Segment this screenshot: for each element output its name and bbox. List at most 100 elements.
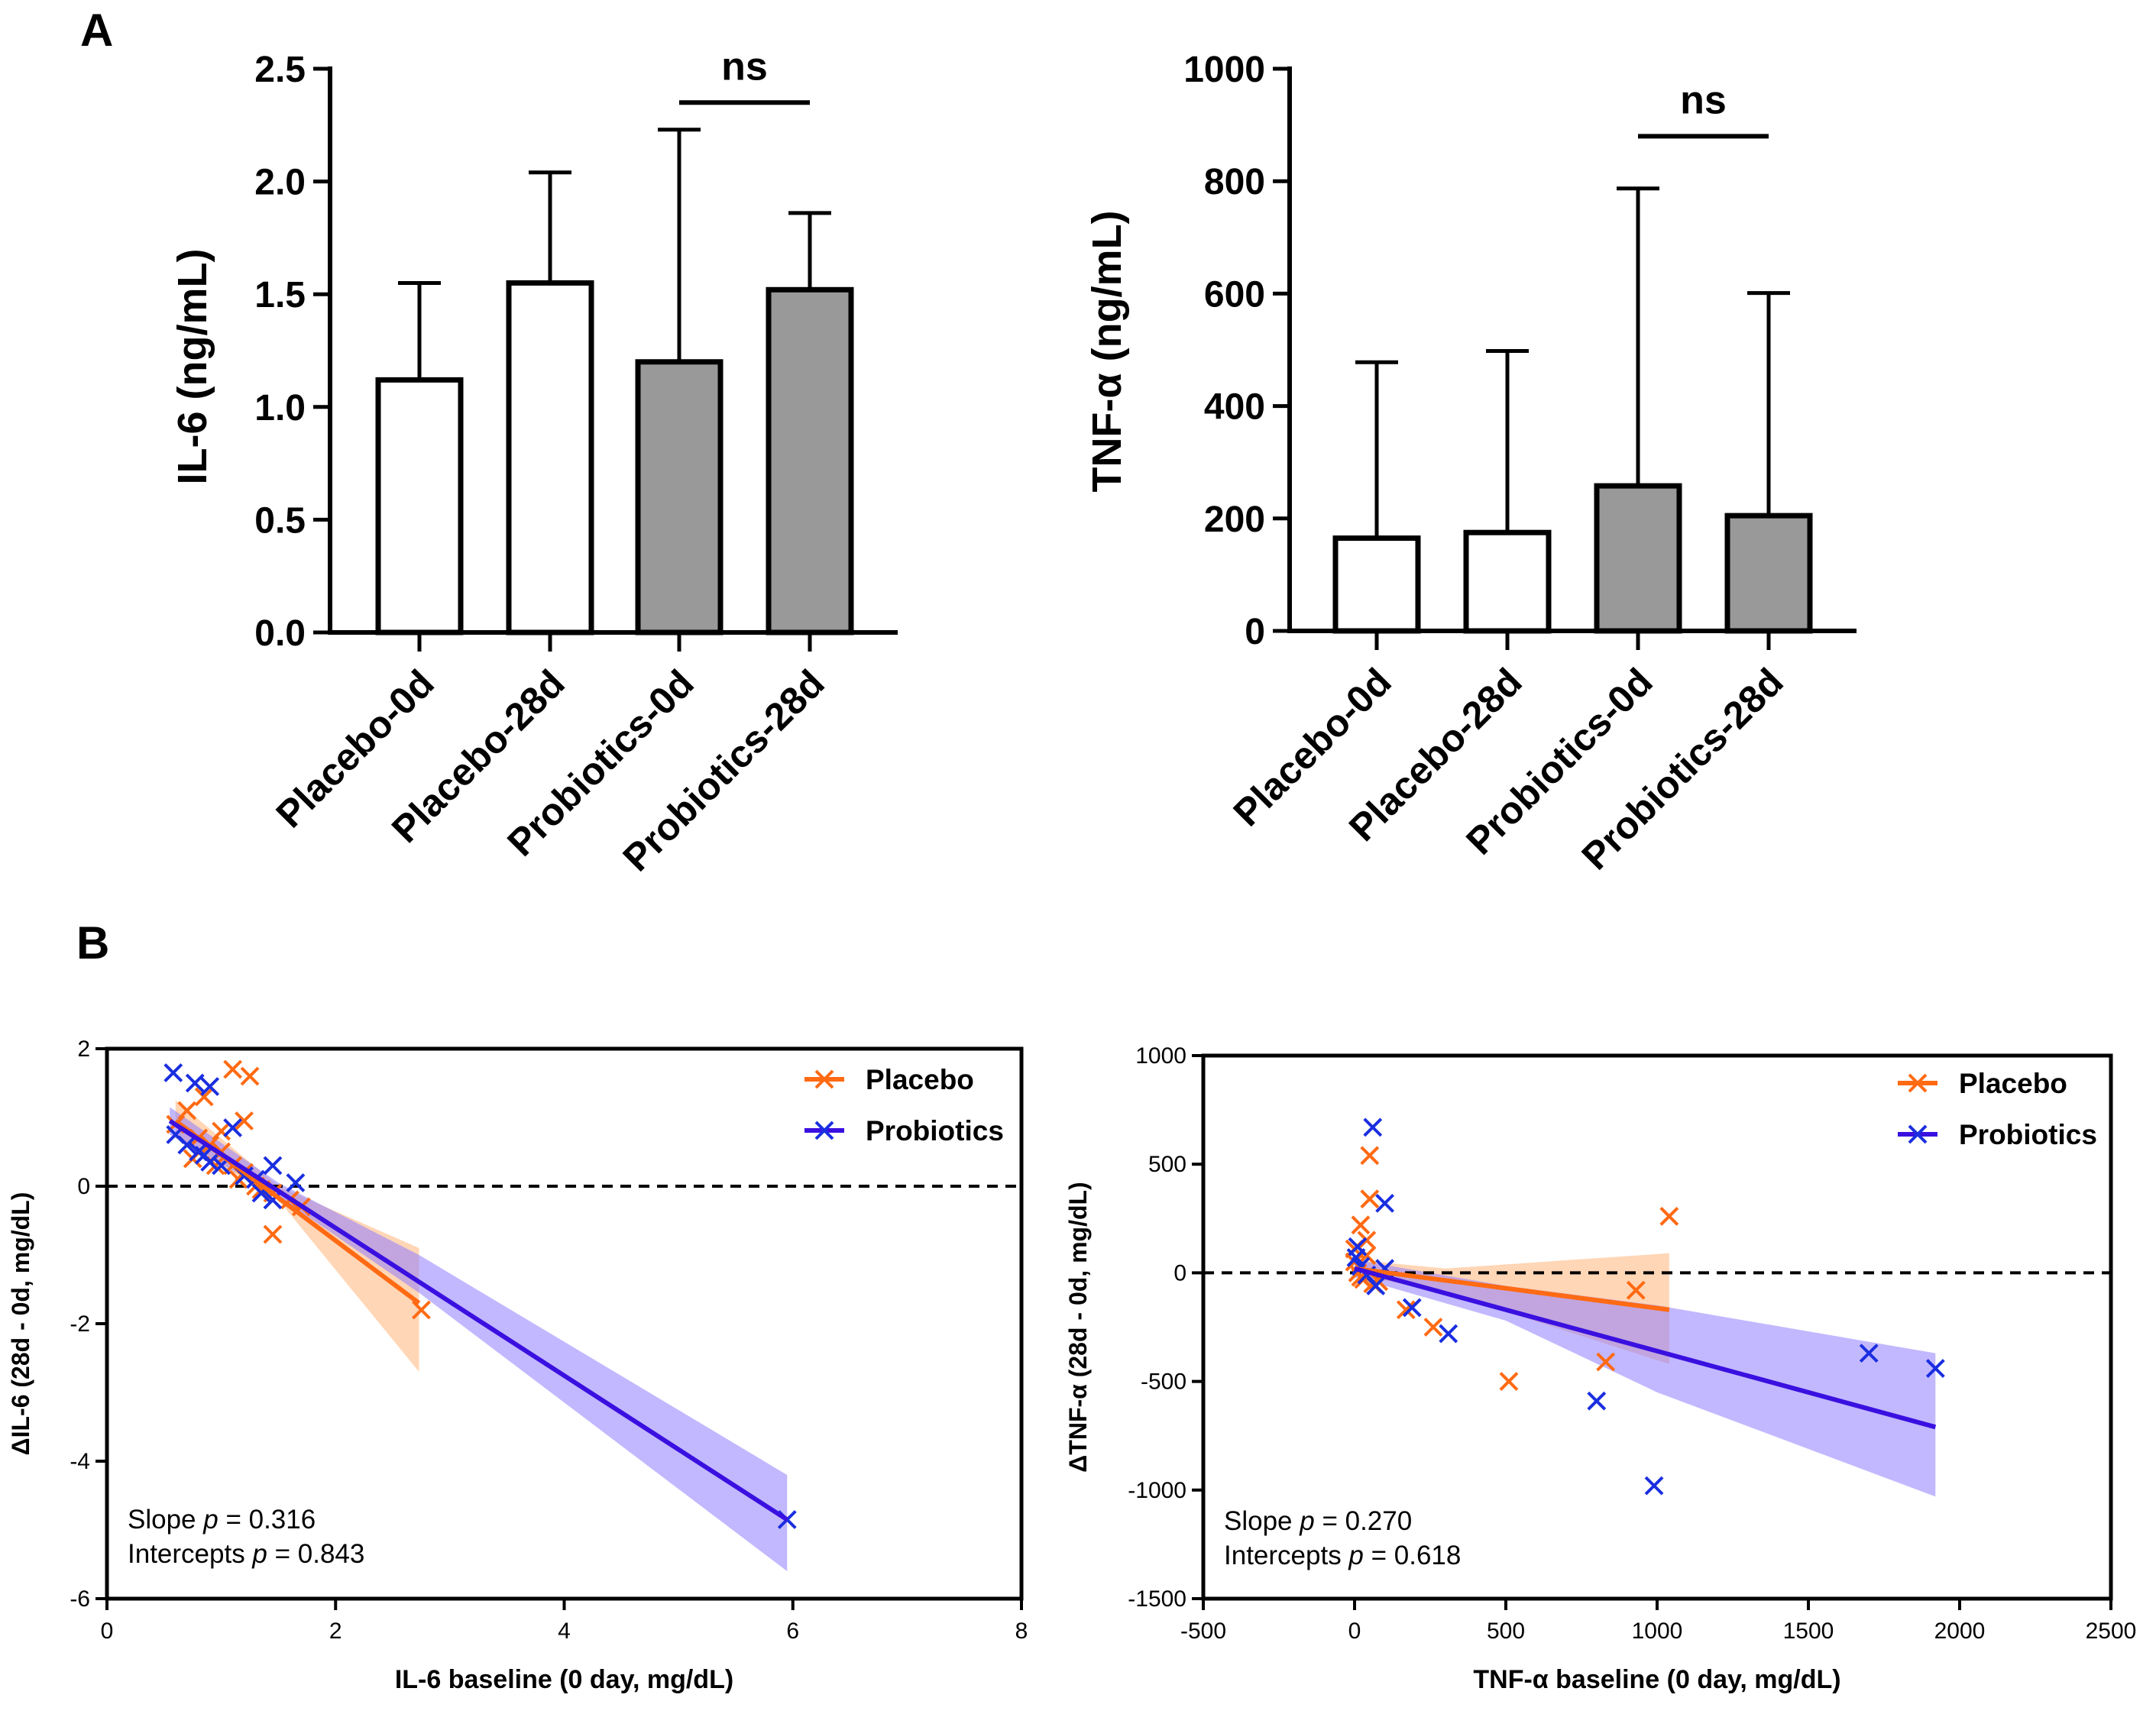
- panel-label-b: B: [76, 917, 109, 969]
- y-tick-label: -4: [70, 1449, 90, 1474]
- data-point-probiotics: [1439, 1324, 1458, 1344]
- data-point-placebo: [194, 1087, 214, 1107]
- data-point-placebo: [177, 1101, 197, 1121]
- data-point-probiotics: [185, 1073, 205, 1093]
- y-tick-label: 800: [1204, 162, 1265, 202]
- data-point-placebo: [235, 1111, 254, 1130]
- x-tick-label: 2: [329, 1619, 342, 1644]
- legend-marker-placebo: [814, 1069, 834, 1089]
- significance-label: ns: [1680, 78, 1727, 122]
- x-tick-label: 0: [1348, 1619, 1361, 1644]
- intercept-value: = 0.618: [1364, 1541, 1461, 1570]
- data-point-placebo: [223, 1059, 243, 1079]
- legend-marker-probiotics: [814, 1121, 834, 1140]
- intercepts-p-value: Intercepts p = 0.843: [128, 1539, 364, 1569]
- legend-marker-placebo: [1908, 1073, 1928, 1093]
- bar: [1332, 535, 1421, 634]
- regression-line-placebo: [1354, 1266, 1670, 1312]
- data-point-placebo: [1596, 1352, 1616, 1372]
- slope-p-value: Slope p = 0.316: [128, 1505, 316, 1535]
- data-point-probiotics: [1375, 1193, 1395, 1213]
- slope-value: = 0.270: [1315, 1506, 1412, 1536]
- y-tick-label: 2.5: [254, 50, 306, 90]
- data-point-placebo: [240, 1066, 260, 1086]
- legend-label-placebo: Placebo: [1959, 1068, 2067, 1099]
- p-symbol: p: [1348, 1541, 1363, 1570]
- y-tick-label: 1.5: [254, 275, 306, 315]
- intercepts-p-value: Intercepts p = 0.618: [1224, 1541, 1461, 1570]
- x-tick-label: 8: [1015, 1619, 1028, 1644]
- bar: [635, 359, 724, 635]
- confidence-band-probiotics: [1355, 1260, 1936, 1497]
- y-tick-label: -1000: [1128, 1478, 1186, 1503]
- panel-label-a: A: [80, 5, 113, 56]
- intercept-value: = 0.843: [267, 1539, 364, 1569]
- data-point-placebo: [412, 1300, 431, 1320]
- confidence-band-probiotics: [170, 1107, 788, 1571]
- il6-scatter-chart: 0 2 4 6 8 -6 -4 -2 0 2 IL-6 baseline (0 day, mg/dL…: [7, 1036, 1028, 1694]
- p-symbol: p: [202, 1505, 218, 1535]
- intercept-prefix: Intercepts: [128, 1539, 252, 1569]
- y-tick-label: 0: [1245, 612, 1265, 652]
- data-point-placebo: [1659, 1207, 1679, 1226]
- regression-line-probiotics: [168, 1118, 788, 1522]
- data-point-probiotics: [223, 1118, 243, 1137]
- slope-p-value: Slope p = 0.270: [1224, 1506, 1412, 1536]
- y-tick-label: 0.0: [254, 613, 306, 654]
- data-point-probiotics: [263, 1190, 283, 1210]
- bar: [766, 286, 854, 635]
- y-tick-label: 1.0: [254, 388, 306, 428]
- y-tick-label: 400: [1204, 387, 1265, 428]
- y-tick-label: 0: [77, 1174, 90, 1199]
- y-tick-label: -2: [70, 1311, 90, 1337]
- data-point-placebo: [1423, 1318, 1443, 1337]
- x-tick-label: 2500: [2086, 1619, 2137, 1644]
- bar: [375, 377, 464, 635]
- data-point-probiotics: [1644, 1476, 1664, 1496]
- y-tick-label: 2: [77, 1036, 90, 1062]
- data-point-placebo: [1626, 1280, 1646, 1300]
- x-tick-label: 4: [558, 1619, 571, 1644]
- data-point-probiotics: [177, 1135, 197, 1155]
- data-point-placebo: [1357, 1231, 1377, 1250]
- x-tick-label: 1000: [1632, 1619, 1683, 1644]
- y-tick-label: -500: [1141, 1370, 1186, 1395]
- y-axis-label: TNF-α (ng/mL): [1084, 210, 1130, 492]
- legend-label-probiotics: Probiotics: [1959, 1119, 2097, 1150]
- y-tick-label: -6: [70, 1586, 90, 1612]
- significance-label: ns: [721, 44, 768, 89]
- data-point-placebo: [1360, 1146, 1380, 1166]
- data-point-probiotics: [1925, 1359, 1945, 1378]
- x-axis-label: TNF-α baseline (0 day, mg/dL): [1473, 1665, 1840, 1694]
- legend-label-probiotics: Probiotics: [866, 1115, 1004, 1146]
- y-tick-label: 0.5: [254, 500, 306, 541]
- p-symbol: p: [1299, 1506, 1314, 1536]
- y-axis-label: IL-6 (ng/mL): [170, 249, 215, 485]
- data-point-placebo: [1499, 1372, 1519, 1392]
- x-tick-label: 500: [1487, 1619, 1525, 1644]
- data-point-placebo: [1396, 1300, 1416, 1320]
- legend-label-placebo: Placebo: [866, 1064, 974, 1095]
- data-point-probiotics: [263, 1156, 283, 1176]
- data-point-probiotics: [1587, 1391, 1607, 1411]
- p-symbol: p: [251, 1539, 267, 1569]
- data-point-probiotics: [1859, 1344, 1879, 1363]
- data-point-placebo: [212, 1121, 231, 1141]
- y-tick-label: 200: [1204, 500, 1265, 540]
- regression-line-probiotics: [1354, 1266, 1937, 1430]
- x-tick-label: 0: [101, 1619, 114, 1644]
- bar: [1463, 529, 1552, 634]
- y-tick-label: 1000: [1183, 50, 1265, 90]
- tnf-scatter-chart: -500 0 500 1000 1500 2000 2500 -1500 -1000 -500 0 5…: [1064, 1043, 2136, 1694]
- slope-prefix: Slope: [128, 1505, 203, 1535]
- y-tick-label: 600: [1204, 274, 1265, 315]
- y-axis-label: ΔTNF-α (28d - 0d, mg/dL): [1064, 1182, 1092, 1472]
- slope-value: = 0.316: [219, 1505, 316, 1535]
- il6-bar-chart: Placebo-0dPlacebo-28dProbiotics-0dProbio…: [170, 44, 898, 879]
- data-point-probiotics: [200, 1077, 220, 1096]
- y-axis-label: ΔIL-6 (28d - 0d, mg/dL): [7, 1192, 34, 1456]
- y-tick-label: 1000: [1135, 1043, 1186, 1069]
- data-point-placebo: [263, 1224, 283, 1244]
- bar: [506, 280, 594, 635]
